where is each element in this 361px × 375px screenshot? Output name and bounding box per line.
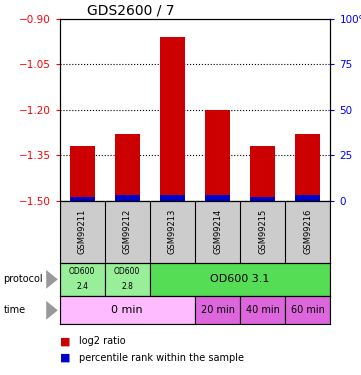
Text: log2 ratio: log2 ratio <box>79 336 126 346</box>
Bar <box>195 296 240 324</box>
Text: GSM99212: GSM99212 <box>123 209 132 254</box>
Bar <box>285 296 330 324</box>
Text: GSM99211: GSM99211 <box>78 209 87 254</box>
Text: protocol: protocol <box>4 274 43 284</box>
Bar <box>205 195 230 201</box>
Text: ■: ■ <box>60 353 70 363</box>
Text: 20 min: 20 min <box>200 305 235 315</box>
Bar <box>70 197 95 201</box>
Bar <box>115 134 140 201</box>
Bar <box>205 110 230 201</box>
Bar <box>250 146 275 201</box>
Bar <box>160 195 185 201</box>
Text: 2.8: 2.8 <box>121 282 133 291</box>
Text: OD600: OD600 <box>69 267 95 276</box>
Text: time: time <box>4 305 26 315</box>
Text: OD600: OD600 <box>114 267 140 276</box>
Bar <box>60 296 195 324</box>
Bar <box>115 195 140 201</box>
Text: percentile rank within the sample: percentile rank within the sample <box>79 353 244 363</box>
Text: 40 min: 40 min <box>246 305 279 315</box>
Bar <box>60 262 105 296</box>
Text: GSM99215: GSM99215 <box>258 209 267 254</box>
Bar <box>295 195 320 201</box>
Bar <box>250 197 275 201</box>
Text: GSM99214: GSM99214 <box>213 209 222 254</box>
Text: GSM99213: GSM99213 <box>168 209 177 254</box>
Bar <box>295 134 320 201</box>
Text: 2.4: 2.4 <box>76 282 88 291</box>
Bar <box>160 37 185 201</box>
Text: 60 min: 60 min <box>291 305 325 315</box>
Text: GSM99216: GSM99216 <box>303 209 312 254</box>
Bar <box>240 296 285 324</box>
Bar <box>105 262 150 296</box>
Text: GDS2600 / 7: GDS2600 / 7 <box>87 4 174 18</box>
Bar <box>70 146 95 201</box>
Text: 0 min: 0 min <box>112 305 143 315</box>
Bar <box>150 262 330 296</box>
Text: ■: ■ <box>60 336 70 346</box>
Text: OD600 3.1: OD600 3.1 <box>210 274 270 284</box>
